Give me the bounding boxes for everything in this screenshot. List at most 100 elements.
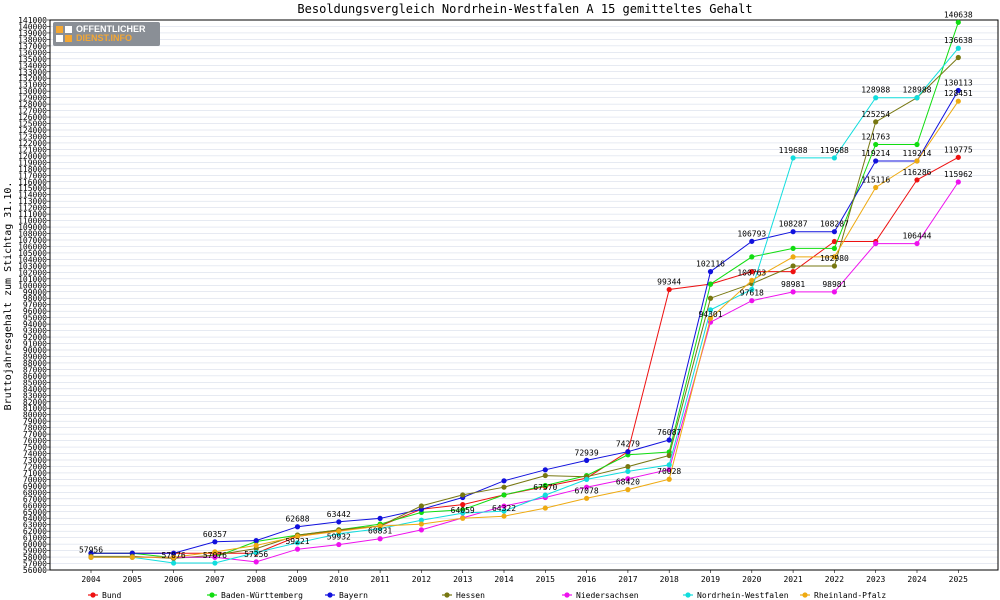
- y-tick-label: 93000: [23, 327, 47, 336]
- y-tick-label: 63000: [23, 521, 47, 530]
- data-label: 94301: [698, 310, 722, 319]
- y-tick-label: 111000: [18, 210, 47, 219]
- data-point: [542, 492, 548, 498]
- y-tick-label: 59000: [23, 547, 47, 556]
- series-5: [88, 179, 961, 565]
- data-point: [418, 521, 424, 527]
- data-point: [171, 560, 177, 566]
- y-tick-label: 127000: [18, 107, 47, 116]
- data-point: [460, 515, 466, 521]
- data-point: [294, 540, 301, 546]
- y-tick-label: 98000: [23, 294, 47, 303]
- data-point: [501, 492, 507, 498]
- data-point: [790, 263, 796, 269]
- y-tick-label: 126000: [18, 113, 47, 122]
- data-point: [336, 541, 342, 548]
- data-point: [707, 295, 714, 301]
- legend-label: Bayern: [339, 591, 368, 600]
- data-point: [212, 539, 218, 545]
- data-point: [914, 240, 920, 247]
- chart-title: Besoldungsvergleich Nordrhein-Westfalen …: [297, 2, 752, 16]
- x-tick-label: 2017: [618, 575, 637, 584]
- y-tick-label: 133000: [18, 68, 47, 77]
- y-tick-label: 130000: [18, 87, 47, 96]
- series-lines: [88, 19, 961, 566]
- data-label: 140638: [944, 10, 973, 19]
- data-point: [253, 559, 259, 565]
- y-tick-label: 117000: [18, 171, 47, 180]
- data-label: 119775: [944, 145, 973, 154]
- data-point: [253, 537, 259, 544]
- data-point: [707, 281, 714, 287]
- data-point: [831, 229, 838, 235]
- y-tick-label: 114000: [18, 191, 47, 200]
- y-tick-label: 71000: [23, 469, 47, 478]
- y-tick-label: 92000: [23, 333, 47, 342]
- y-tick-label: 94000: [23, 320, 47, 329]
- legend-swatch-dot: [209, 592, 215, 598]
- data-point: [955, 179, 961, 185]
- data-point: [831, 289, 838, 295]
- data-point: [955, 98, 961, 104]
- data-label: 130113: [944, 78, 973, 87]
- data-point: [625, 468, 631, 474]
- y-tick-label: 82000: [23, 398, 47, 407]
- data-point: [501, 508, 507, 514]
- x-tick-label: 2008: [247, 575, 266, 584]
- x-tick-label: 2021: [783, 575, 802, 584]
- data-point: [749, 238, 755, 244]
- series-line: [91, 156, 959, 554]
- data-point: [790, 229, 796, 235]
- plot-frame: [49, 19, 999, 571]
- data-point: [212, 554, 218, 560]
- data-point: [955, 54, 961, 61]
- data-point: [873, 158, 879, 164]
- data-point: [253, 542, 259, 549]
- data-point: [749, 286, 755, 292]
- data-point: [955, 87, 961, 94]
- data-label: 64322: [492, 504, 516, 513]
- data-label: 99344: [657, 278, 681, 287]
- data-point: [955, 45, 961, 51]
- y-tick-label: 69000: [23, 482, 47, 491]
- y-tick-label: 140000: [18, 22, 47, 31]
- logo-line-1: OFFENTLICHER: [76, 24, 146, 34]
- x-tick-label: 2011: [370, 575, 389, 584]
- y-tick-label: 115000: [18, 184, 47, 193]
- data-label: 128988: [903, 86, 932, 95]
- x-tick-label: 2024: [907, 575, 926, 584]
- y-tick-label: 119000: [18, 158, 47, 167]
- x-axis-ticks: 2004 2005 2006 2007 2008 2009 2010 2011 2012 2013…: [81, 570, 968, 584]
- y-tick-label: 65000: [23, 508, 47, 517]
- data-point: [294, 524, 301, 530]
- y-tick-label: 97000: [23, 301, 47, 310]
- y-tick-label: 108000: [18, 230, 47, 239]
- data-label: 98981: [822, 280, 846, 289]
- x-tick-label: 2006: [164, 575, 183, 584]
- data-point: [542, 472, 548, 479]
- y-tick-label: 105000: [18, 249, 47, 258]
- data-label: 60357: [203, 530, 227, 539]
- y-tick-label: 78000: [23, 424, 47, 433]
- y-tick-label: 70000: [23, 475, 47, 484]
- grid-lines: [50, 19, 998, 571]
- legend-item: Nordrhein-Westfalen: [683, 591, 789, 600]
- x-tick-label: 2018: [660, 575, 679, 584]
- y-tick-label: 72000: [23, 462, 47, 471]
- data-point: [460, 492, 466, 498]
- data-point: [171, 554, 177, 560]
- data-labels: 99344 116286 119775 121763 140638 60357 62688 6…: [79, 10, 973, 560]
- data-point: [707, 269, 714, 275]
- y-tick-label: 122000: [18, 139, 47, 148]
- data-label: 102116: [696, 260, 725, 269]
- data-label: 119214: [903, 149, 932, 158]
- y-tick-label: 129000: [18, 94, 47, 103]
- data-point: [790, 245, 796, 252]
- x-tick-label: 2023: [866, 575, 885, 584]
- series-line: [91, 181, 959, 563]
- data-label: 60831: [368, 527, 392, 536]
- data-point: [129, 554, 135, 560]
- y-tick-label: 68000: [23, 488, 47, 497]
- y-axis-label: Bruttojahresgehalt zum Stichtag 31.10.: [3, 182, 14, 411]
- data-point: [212, 549, 218, 555]
